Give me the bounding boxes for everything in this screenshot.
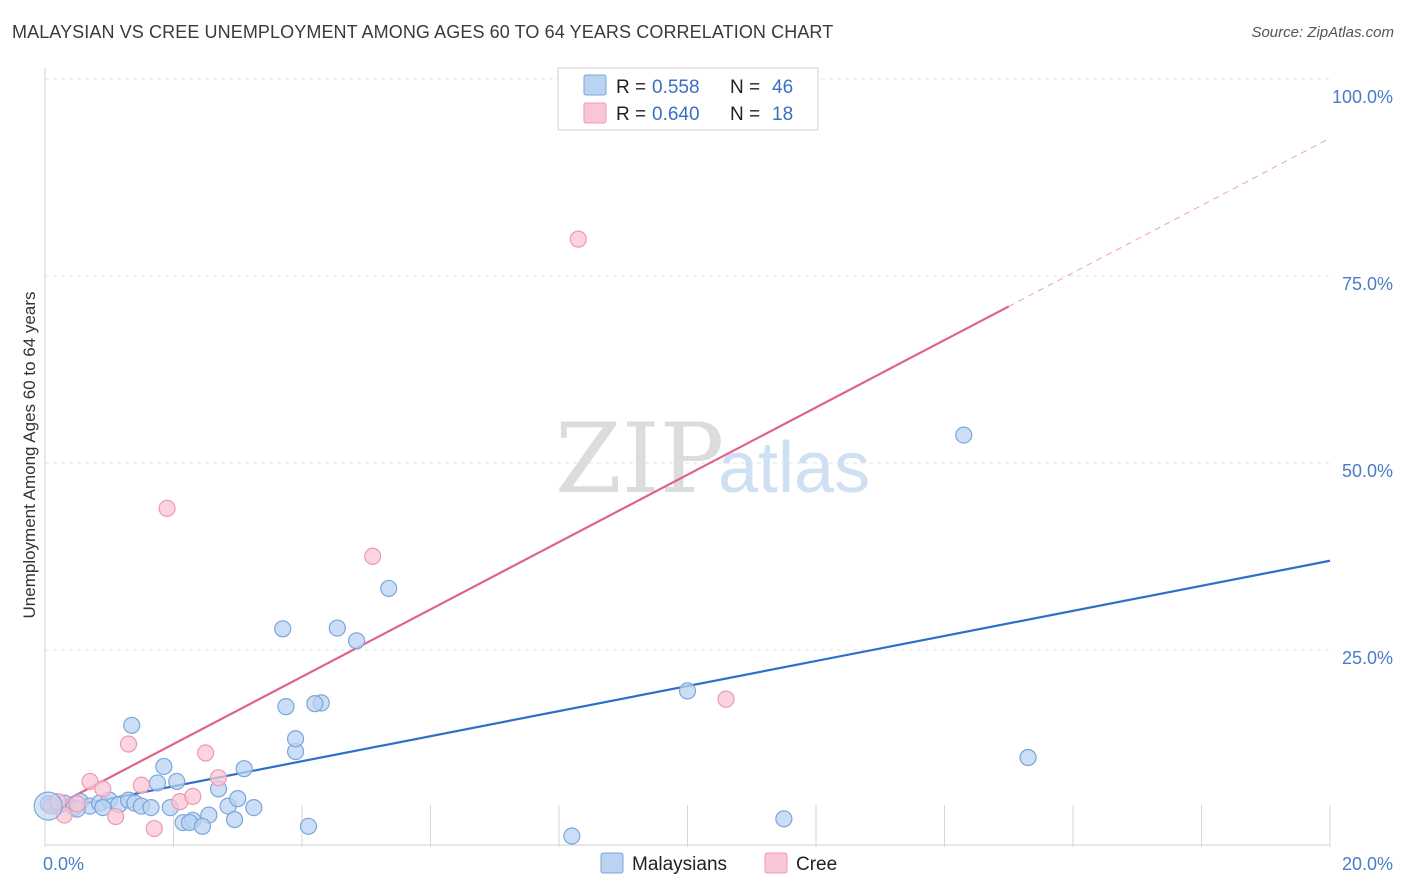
legend-n-label-cree: N = [730, 104, 760, 125]
malaysian-point [277, 698, 295, 716]
malaysian-point [348, 632, 366, 650]
cree-point [145, 819, 163, 838]
cree-point [569, 230, 587, 248]
axes: 25.0% 50.0% 75.0% 100.0% 0.0% 20.0% [43, 68, 1393, 874]
cree-point [107, 807, 125, 826]
bottom-legend-label-cree: Cree [796, 854, 837, 875]
cree-point [132, 776, 150, 794]
malaysian-point [563, 827, 581, 845]
malaysian-point [286, 730, 305, 748]
y-tick-label: 50.0% [1342, 461, 1393, 481]
y-tick-label: 75.0% [1342, 274, 1393, 294]
malaysian-point [168, 772, 186, 791]
watermark: ZIP atlas [555, 403, 870, 515]
cree-point [94, 780, 112, 798]
data-points [33, 230, 1037, 845]
malaysian-point [94, 798, 112, 817]
y-axis-title: Unemployment Among Ages 60 to 64 years [20, 292, 39, 619]
malaysian-point [328, 619, 346, 637]
malaysian-point [155, 757, 173, 776]
cree-point [717, 690, 735, 708]
y-tick-label: 100.0% [1332, 87, 1393, 107]
cree-trend-extension [1008, 137, 1331, 307]
legend-r-label-malaysians: R = [616, 77, 646, 98]
malaysian-point [123, 716, 141, 734]
malaysian-point [678, 682, 697, 700]
x-tick-label: 20.0% [1342, 854, 1393, 874]
legend-n-value-cree: 18 [772, 104, 793, 125]
malaysian-point [229, 790, 247, 808]
grid [45, 78, 1330, 651]
legend: R = 0.558 N = 46 R = 0.640 N = 18 [557, 67, 819, 131]
cree-point [197, 744, 215, 762]
malaysian-point [148, 774, 167, 792]
malaysian-point [193, 817, 212, 835]
y-tick-label: 25.0% [1342, 648, 1393, 668]
malaysian-point [380, 579, 398, 598]
bottom-legend: Malaysians Cree [600, 852, 837, 875]
malaysian-point [775, 810, 793, 828]
chart-title: MALAYSIAN VS CREE UNEMPLOYMENT AMONG AGE… [12, 22, 834, 42]
cree-point [81, 772, 99, 791]
watermark-atlas: atlas [718, 428, 870, 508]
bottom-legend-swatch-cree [764, 852, 788, 874]
cree-point [209, 769, 228, 787]
malaysian-point [955, 426, 973, 444]
legend-r-value-malaysians: 0.558 [652, 77, 700, 98]
malaysian-point [299, 817, 318, 835]
x-tick-label: 0.0% [43, 854, 84, 874]
watermark-zip: ZIP [555, 403, 724, 515]
cree-point [119, 735, 138, 753]
legend-swatch-malaysians [583, 74, 607, 96]
legend-n-label-malaysians: N = [730, 77, 760, 98]
legend-swatch-cree [583, 102, 607, 124]
cree-point [184, 787, 202, 805]
malaysian-point [245, 798, 263, 817]
legend-r-value-cree: 0.640 [652, 104, 700, 125]
malaysian-point [235, 760, 253, 778]
malaysian-point [142, 798, 160, 817]
cree-point [364, 547, 382, 565]
malaysian-point [1019, 748, 1037, 767]
malaysian-point [225, 810, 244, 829]
malaysian-point [306, 695, 324, 713]
cree-point [158, 499, 176, 517]
source-credit: Source: ZipAtlas.com [1251, 24, 1394, 41]
legend-n-value-malaysians: 46 [772, 77, 793, 98]
cree-point [68, 795, 86, 813]
bottom-legend-label-malaysians: Malaysians [632, 854, 727, 875]
malaysian-point [274, 620, 292, 638]
cree-trend-line [44, 305, 1010, 813]
legend-r-label-cree: R = [616, 104, 646, 125]
bottom-legend-swatch-malaysians [600, 852, 624, 874]
malaysian-cluster-point [33, 791, 63, 821]
trend-lines [44, 137, 1331, 813]
